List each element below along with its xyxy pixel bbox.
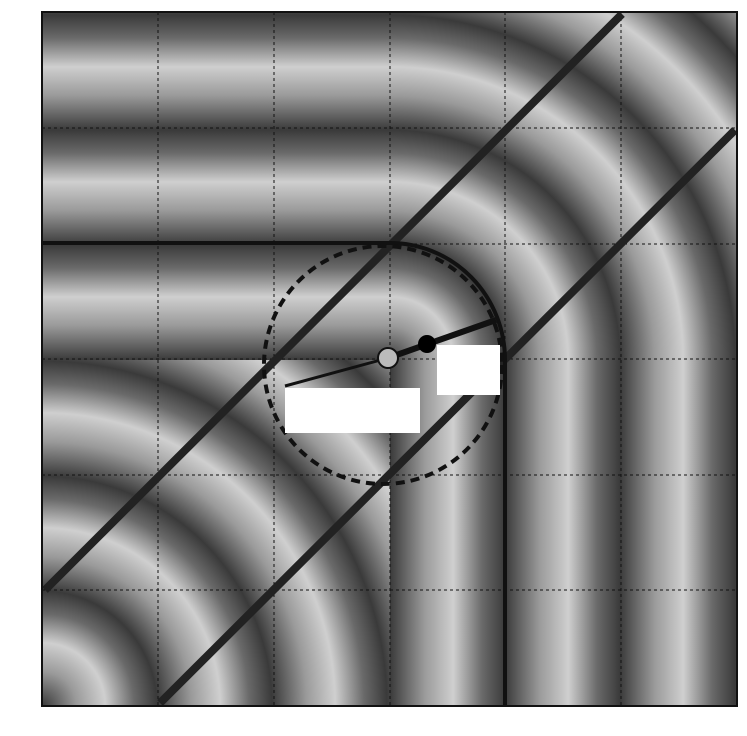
open-point xyxy=(377,347,399,369)
overlays xyxy=(42,12,737,706)
thin-segment xyxy=(284,356,389,388)
diagonal-line xyxy=(157,127,737,706)
vertical-bands xyxy=(390,360,737,706)
dashed-circle xyxy=(262,244,504,486)
horizontal-bands xyxy=(42,12,390,360)
plot-frame xyxy=(41,11,738,707)
filled-point xyxy=(418,335,436,353)
thick-segment xyxy=(387,317,497,361)
label-box xyxy=(285,388,420,433)
boundary-path xyxy=(42,241,507,706)
diagonal-line xyxy=(42,12,625,593)
label-box xyxy=(437,345,500,395)
radial-bands xyxy=(390,12,737,360)
